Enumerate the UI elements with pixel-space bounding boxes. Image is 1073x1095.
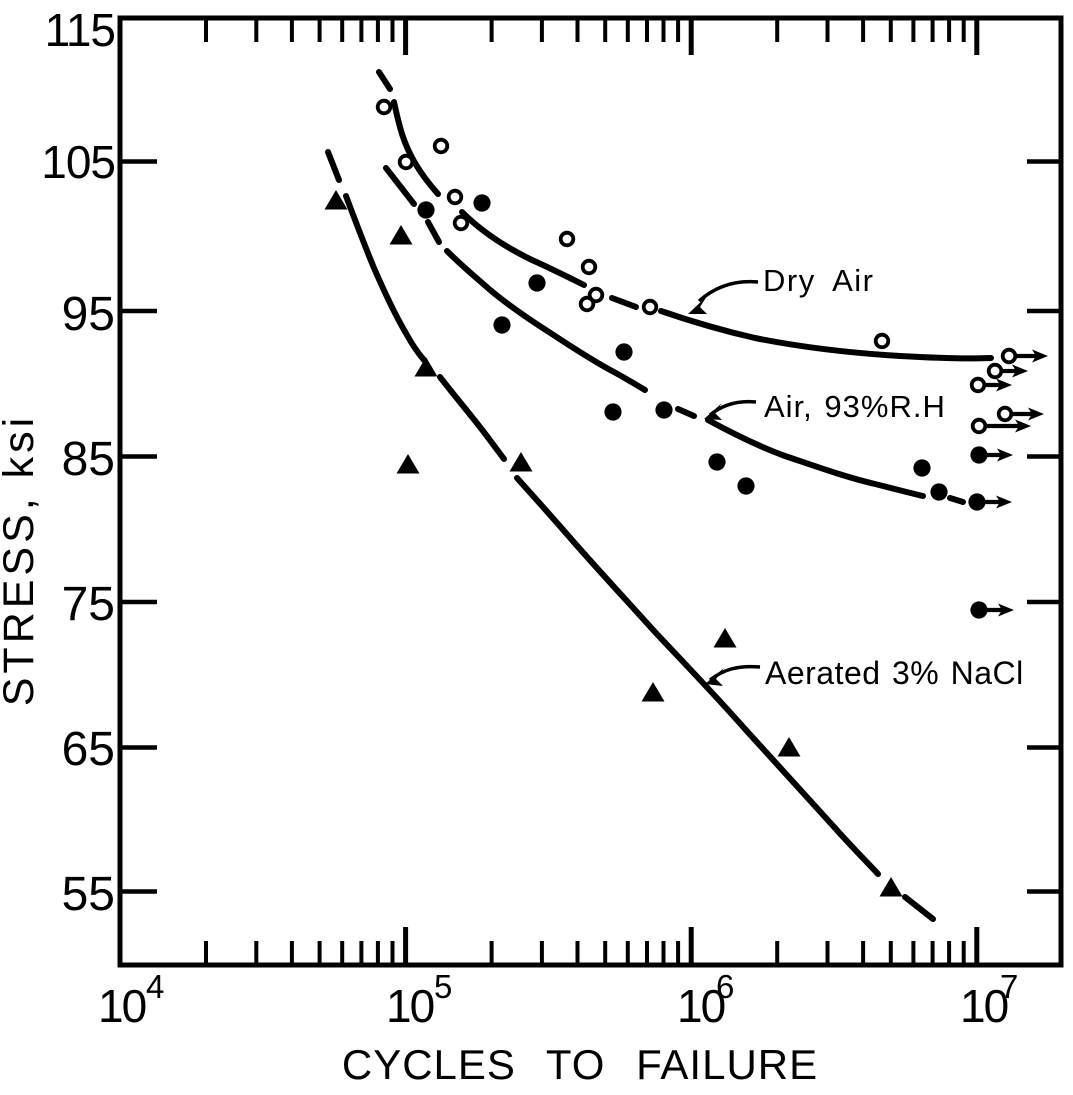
svg-text:55: 55 [62, 868, 115, 921]
svg-text:10: 10 [677, 980, 725, 1032]
svg-text:10: 10 [98, 980, 146, 1032]
svg-text:105: 105 [41, 136, 115, 188]
svg-text:Dry Air: Dry Air [763, 263, 875, 298]
svg-text:65: 65 [62, 723, 115, 776]
svg-text:CYCLES TO FAILURE: CYCLES TO FAILURE [342, 1041, 818, 1088]
svg-text:95: 95 [62, 288, 115, 341]
svg-text:85: 85 [62, 433, 115, 486]
svg-text:115: 115 [45, 4, 115, 56]
svg-text:4: 4 [146, 968, 164, 1005]
svg-text:7: 7 [1000, 968, 1018, 1005]
svg-text:5: 5 [434, 968, 452, 1005]
svg-text:6: 6 [716, 968, 734, 1005]
svg-text:10: 10 [386, 980, 434, 1032]
svg-text:10: 10 [960, 980, 1008, 1032]
svg-text:STRESS, ksi: STRESS, ksi [0, 414, 43, 707]
svg-text:75: 75 [62, 578, 115, 631]
svg-text:Aerated 3% NaCl: Aerated 3% NaCl [765, 655, 1024, 691]
svg-text:Air, 93%R.H: Air, 93%R.H [764, 389, 946, 424]
